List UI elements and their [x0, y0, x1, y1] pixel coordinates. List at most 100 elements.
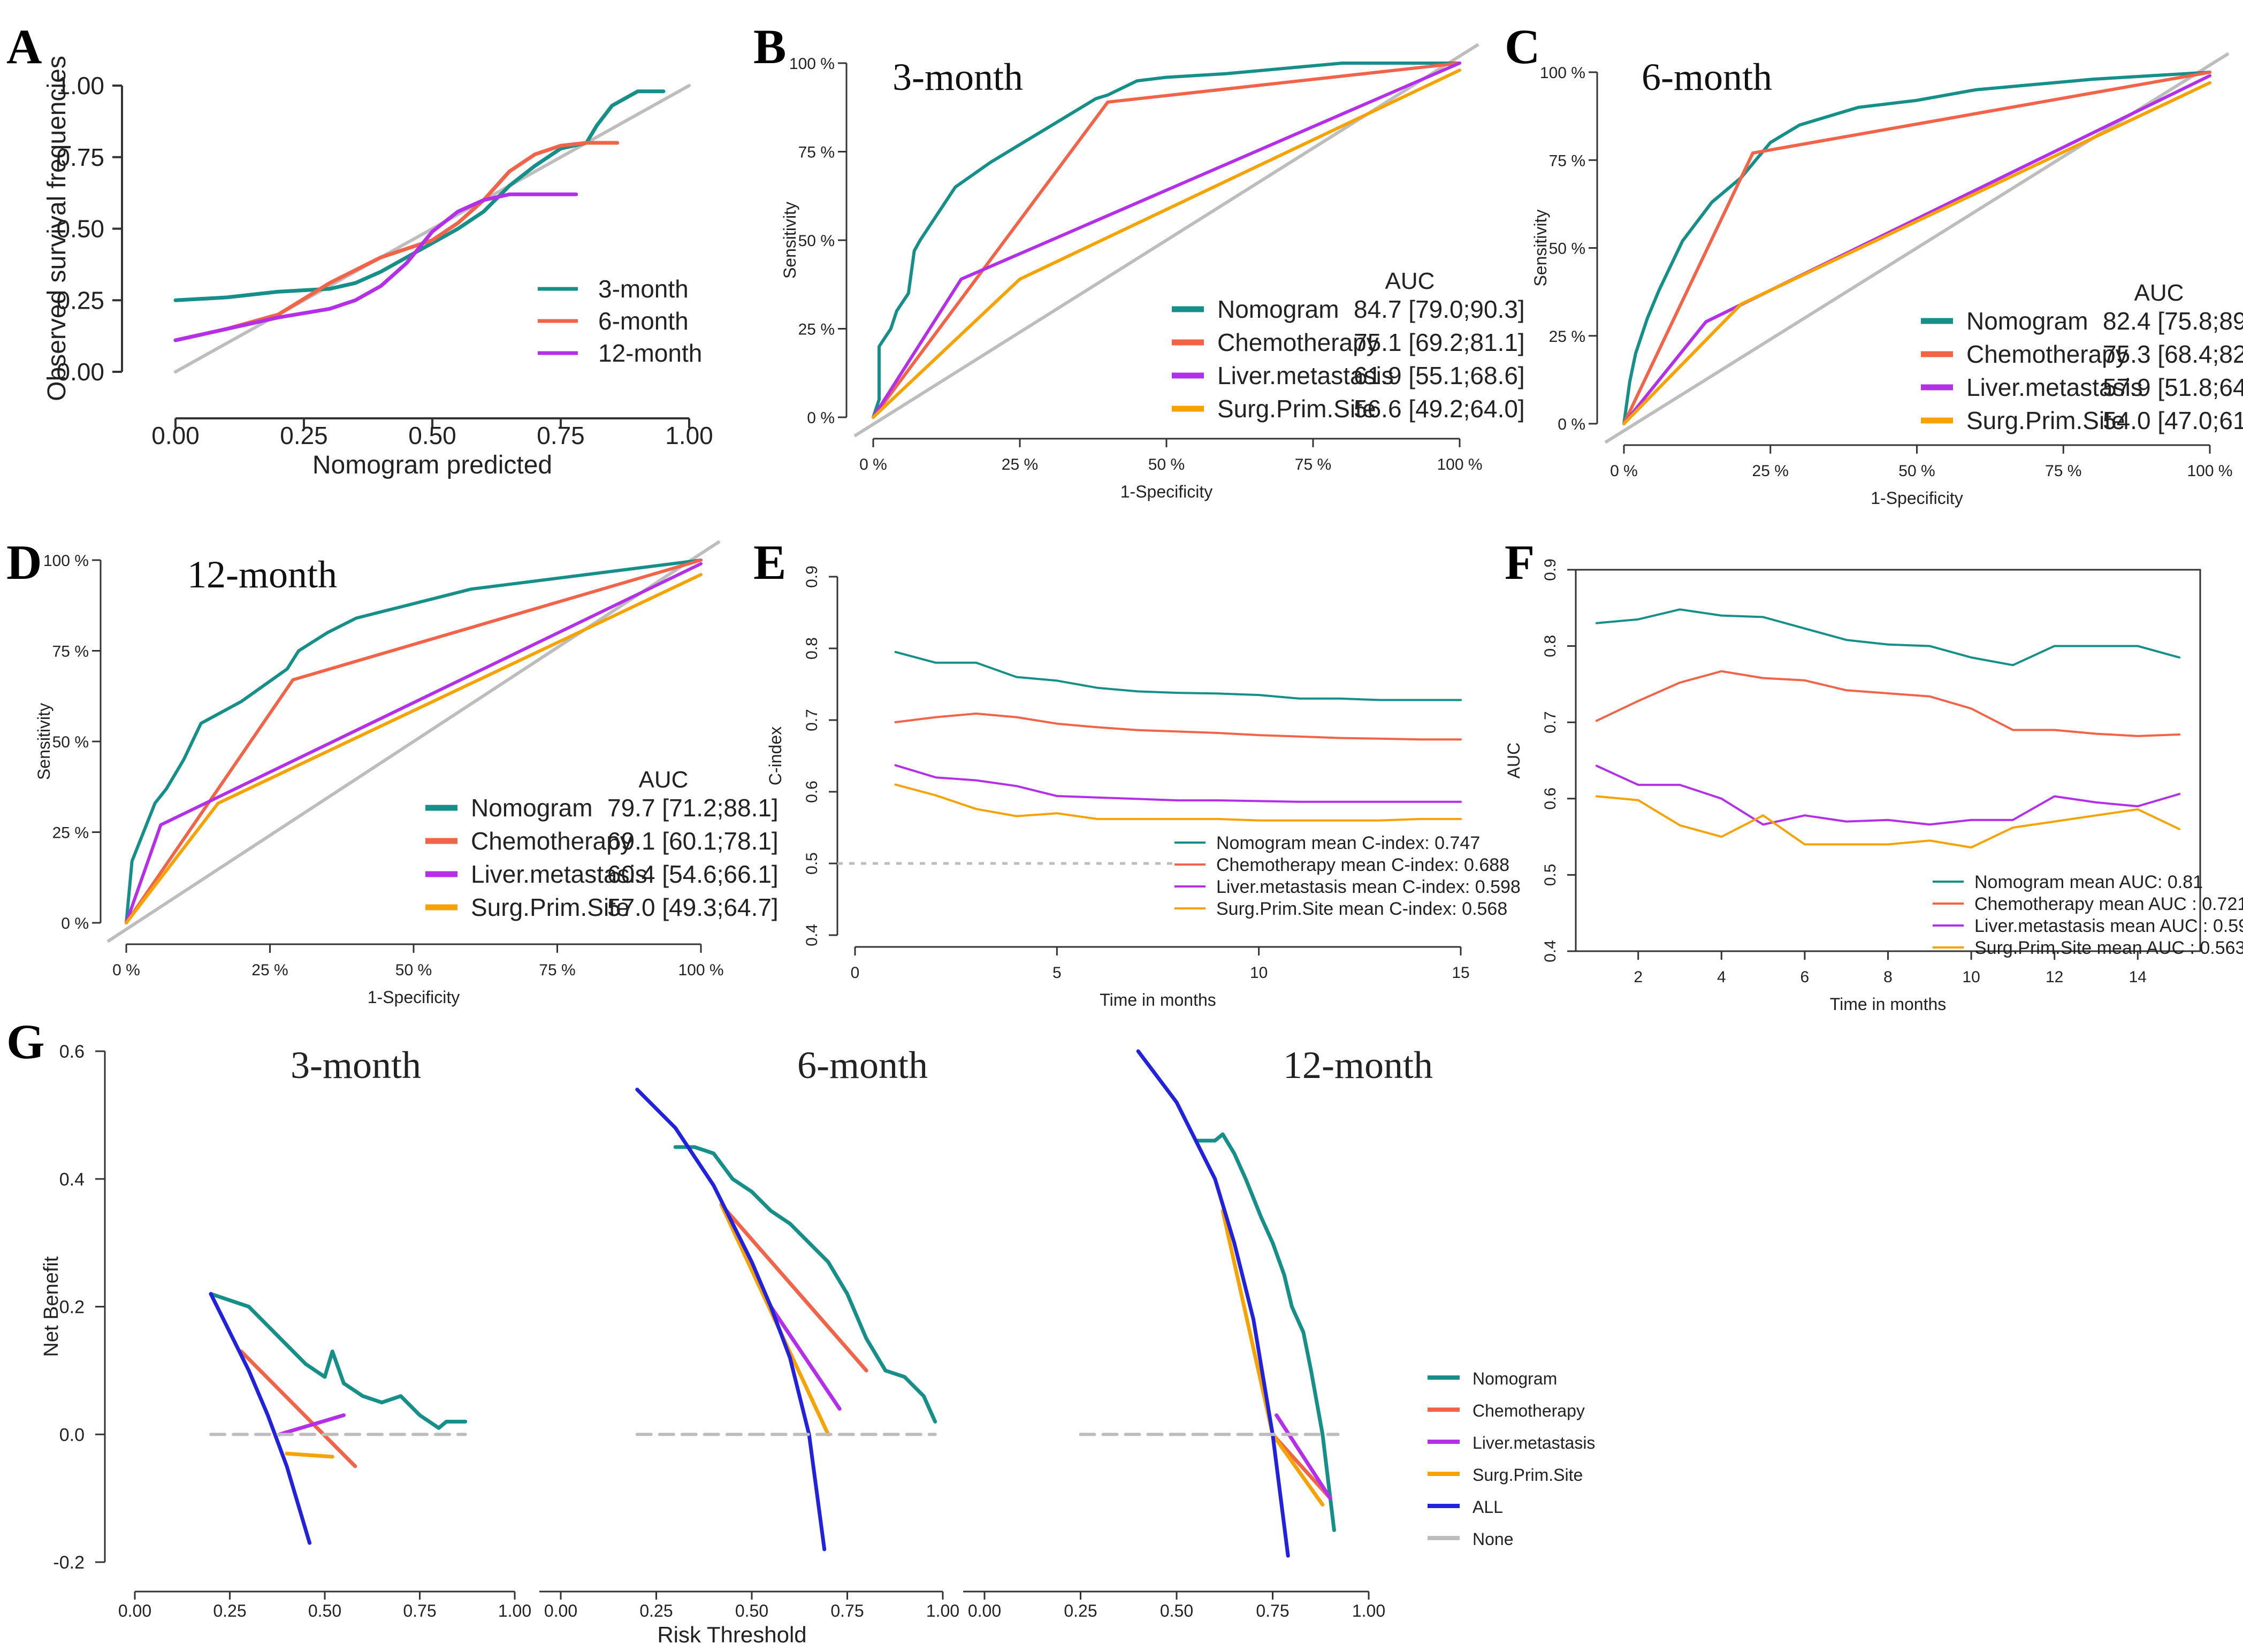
panel-label-b: B — [753, 19, 786, 74]
legend-label-chemotherapy-g: Chemotherapy — [1473, 1401, 1585, 1420]
x-tick-label-g2: 0.75 — [830, 1601, 864, 1620]
legend-label-nomogram-e: Nomogram mean C-index: 0.747 — [1216, 833, 1480, 853]
x-tick-label-c: 75 % — [2045, 462, 2081, 480]
legend-auc-liver-metastasis-d: 60.4 [54.6;66.1] — [607, 860, 779, 888]
y-tick-label-a: 0.50 — [56, 215, 104, 243]
series-6-month-a — [173, 141, 620, 342]
legend-auc-chemotherapy-c: 75.3 [68.4;82.1] — [2103, 340, 2243, 368]
y-axis-title-d: Sensitivity — [34, 703, 54, 780]
legend-label-nomogram-f: Nomogram mean AUC: 0.81 — [1974, 872, 2203, 892]
x-tick-label-b: 0 % — [859, 456, 887, 473]
x-axis-title-d: 1-Specificity — [368, 988, 460, 1007]
x-axis-title-e: Time in months — [1100, 990, 1216, 1009]
legend-label-liver-metastasis-f: Liver.metastasis mean AUC : 0.591 — [1974, 916, 2243, 936]
y-tick-label-f: 0.4 — [1542, 940, 1559, 962]
x-tick-label-f: 10 — [1962, 968, 1980, 986]
x-tick-label-d: 0 % — [112, 961, 140, 979]
series-12-month-a — [173, 192, 578, 342]
legend-auc-nomogram-d: 79.7 [71.2;88.1] — [607, 794, 779, 822]
subplot-title-g2: 6-month — [797, 1044, 928, 1087]
roc-curve-nomogram-c — [1622, 71, 2211, 425]
x-tick-label-e: 5 — [1052, 964, 1062, 982]
y-tick-label-b: 50 % — [798, 232, 835, 250]
y-tick-label-e: 0.5 — [803, 852, 821, 875]
legend-label-surg-prim-site-e: Surg.Prim.Site mean C-index: 0.568 — [1216, 899, 1507, 919]
lines-layer — [125, 62, 2211, 1558]
roc-curve-liver-metastasis-c — [1622, 74, 2211, 425]
y-axis-title-b: Sensitivity — [780, 202, 799, 279]
series-surg-prim-site-f — [1595, 795, 2181, 849]
legend-label-liver-metastasis-e: Liver.metastasis mean C-index: 0.598 — [1216, 877, 1521, 897]
legend-label-12-month-a: 12-month — [598, 339, 702, 367]
x-tick-label-g1: 0.75 — [403, 1601, 436, 1620]
legend-title-b: AUC — [1385, 268, 1435, 294]
y-tick-label-e: 0.9 — [803, 565, 821, 588]
x-tick-label-f: 12 — [2046, 968, 2063, 986]
x-tick-label-g2: 0.50 — [735, 1601, 768, 1620]
legend-label-surg-prim-site-g: Surg.Prim.Site — [1473, 1465, 1583, 1485]
y-tick-label-a: 0.00 — [56, 358, 104, 386]
x-tick-label-g1: 0.00 — [118, 1601, 151, 1620]
series-liver-metastasis-f — [1595, 764, 2181, 826]
dca-liver-metastasis-g3 — [1275, 1413, 1332, 1501]
dca-liver-metastasis-g2 — [769, 1305, 842, 1411]
panel-label-a: A — [6, 19, 42, 74]
legend-label-nomogram-c: Nomogram — [1966, 307, 2088, 335]
x-tick-label-b: 50 % — [1148, 456, 1185, 473]
roc-curve-nomogram-b — [872, 62, 1461, 419]
roc-curve-chemotherapy-b — [872, 62, 1461, 419]
y-tick-label-c: 0 % — [1558, 416, 1585, 433]
y-tick-label-c: 100 % — [1540, 64, 1585, 82]
roc-curve-surg-prim-site-c — [1622, 81, 2211, 425]
legend-label-nomogram-b: Nomogram — [1217, 295, 1339, 323]
y-axis-title-a: Observed survival frequencies — [43, 56, 71, 401]
legend-label-nomogram-d: Nomogram — [471, 794, 593, 822]
y-tick-label-g: -0.2 — [53, 1552, 85, 1573]
x-tick-label-a: 0.75 — [537, 422, 585, 449]
x-tick-label-a: 1.00 — [665, 422, 713, 449]
y-axis-title-f: AUC — [1504, 743, 1523, 779]
dca-all-g1 — [209, 1292, 312, 1545]
legend-label-chemotherapy-c: Chemotherapy — [1966, 340, 2128, 368]
legend-label-surg-prim-site-d: Surg.Prim.Site — [471, 893, 630, 921]
legend-title-d: AUC — [639, 767, 689, 793]
panel-label-d: D — [6, 535, 42, 590]
x-tick-label-d: 50 % — [395, 961, 432, 979]
axes-layer — [92, 43, 2230, 1600]
y-tick-label-g: 0.6 — [59, 1042, 85, 1062]
x-axis-title-g: Risk Threshold — [657, 1622, 806, 1647]
legend-label-all-g: ALL — [1473, 1497, 1503, 1517]
series-chemotherapy-e — [894, 712, 1462, 741]
panel-label-g: G — [6, 1014, 45, 1069]
x-tick-label-g3: 0.75 — [1256, 1601, 1289, 1620]
x-tick-label-g3: 0.25 — [1064, 1601, 1097, 1620]
y-tick-label-b: 75 % — [798, 144, 835, 162]
legend-label-surg-prim-site-f: Surg.Prim.Site mean AUC : 0.563 — [1974, 938, 2243, 958]
y-tick-label-d: 0 % — [61, 915, 89, 932]
legend-label-nomogram-g: Nomogram — [1473, 1369, 1557, 1388]
series-chemotherapy-f — [1595, 670, 2181, 737]
legend-auc-surg-prim-site-b: 56.6 [49.2;64.0] — [1354, 395, 1525, 423]
legend-title-c: AUC — [2134, 280, 2184, 306]
legend-label-chemotherapy-b: Chemotherapy — [1217, 328, 1379, 356]
dca-chemotherapy-g2 — [719, 1203, 868, 1373]
x-tick-label-c: 25 % — [1752, 462, 1789, 480]
legend-auc-chemotherapy-b: 75.1 [69.2;81.1] — [1354, 328, 1525, 356]
legend-auc-liver-metastasis-c: 57.9 [51.8;64.0] — [2103, 373, 2243, 401]
x-tick-label-g3: 0.00 — [968, 1601, 1001, 1620]
diagonal-reference-a — [174, 84, 691, 373]
x-tick-label-a: 0.25 — [280, 422, 328, 449]
y-tick-label-e: 0.4 — [803, 924, 821, 946]
text-layer: A B CD E FG0.00 0.25 0.50 0.75 1.000.000.250.500… — [6, 19, 2243, 1647]
x-tick-label-f: 4 — [1717, 968, 1726, 986]
roc-curve-surg-prim-site-d — [125, 573, 703, 924]
y-tick-label-f: 0.8 — [1542, 635, 1559, 657]
y-tick-label-c: 75 % — [1549, 152, 1585, 170]
legend-label-liver-metastasis-c: Liver.metastasis — [1966, 373, 2143, 401]
x-tick-label-g1: 1.00 — [498, 1601, 531, 1620]
x-tick-label-g1: 0.50 — [308, 1601, 341, 1620]
x-tick-label-f: 6 — [1800, 968, 1810, 986]
x-tick-label-g2: 0.00 — [544, 1601, 577, 1620]
y-tick-label-f: 0.6 — [1542, 787, 1559, 810]
